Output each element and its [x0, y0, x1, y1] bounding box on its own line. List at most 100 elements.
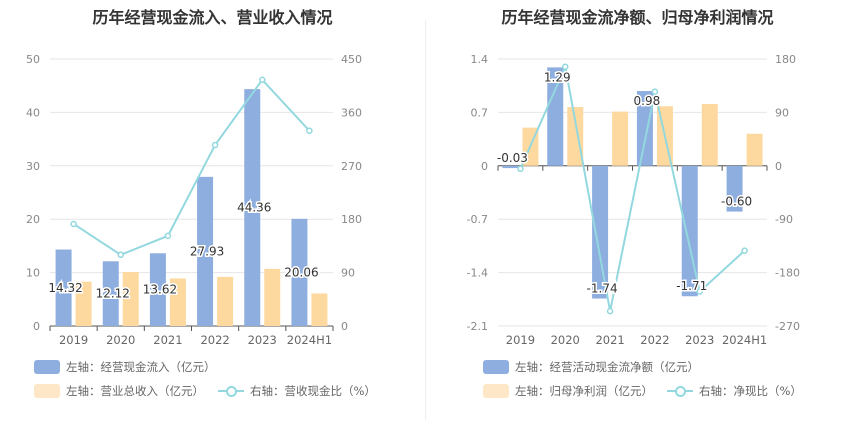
ratio-line-point — [651, 88, 659, 95]
right-axis-tick-label: 180 — [341, 213, 362, 226]
left-axis-tick-label: 30 — [26, 160, 40, 173]
right-axis-tick-label: 270 — [341, 160, 362, 173]
bar-secondary — [264, 268, 281, 326]
right-axis-tick-label: 90 — [775, 106, 789, 119]
chart-panel-right: 历年经营现金流净额、归母净利润情况 -2.1 -1.4 -0.7 0 0.7 1.4 -27… — [425, 0, 850, 437]
legend-swatch-bar-blue — [34, 360, 60, 374]
right-axis-tick-label: 450 — [341, 53, 362, 66]
bar-secondary — [746, 133, 763, 166]
bar-data-label: 44.36 — [237, 201, 271, 215]
bar-data-label: 27.93 — [190, 244, 224, 258]
legend-label: 左轴：归母净利润（亿元） — [515, 384, 653, 398]
ratio-line-point — [741, 247, 748, 254]
legend-label: 左轴：营业总收入（亿元） — [66, 384, 204, 398]
legend-row-2-left: 左轴：营业总收入（亿元） 右轴：营收现金比（%） — [34, 383, 390, 399]
x-axis-category-label: 2020 — [551, 333, 580, 347]
right-axis-tick-label: 0 — [775, 160, 782, 173]
left-axis-tick-label: -1.4 — [467, 267, 488, 280]
legend-item-cash-ratio[interactable]: 右轴：营收现金比（%） — [218, 383, 376, 399]
legend-item-net-profit[interactable]: 左轴：归母净利润（亿元） — [483, 383, 653, 399]
legend-row-1-right: 左轴：经营活动现金流净额（亿元） — [483, 359, 713, 375]
left-axis-tick-label: -2.1 — [467, 320, 488, 333]
right-axis-tick-label: 90 — [341, 267, 355, 280]
right-axis-tick-label: 360 — [341, 106, 362, 119]
ratio-line-point — [117, 251, 124, 259]
bar-primary — [55, 249, 72, 326]
legend-label: 左轴：经营活动现金流净额（亿元） — [515, 360, 699, 374]
legend-swatch-line-icon — [667, 384, 693, 398]
left-axis-tick-label: 0 — [481, 160, 488, 173]
bar-primary — [681, 165, 698, 297]
bar-secondary — [75, 281, 92, 326]
legend-label: 右轴：营收现金比（%） — [250, 384, 376, 398]
ratio-line-point — [606, 307, 614, 315]
left-axis-tick-label: 0.7 — [471, 106, 489, 119]
bar-secondary — [311, 293, 328, 326]
ratio-line-point — [211, 141, 219, 149]
right-axis-tick-label: -90 — [775, 213, 793, 226]
x-axis-category-label: 2020 — [106, 333, 135, 347]
ratio-line-point — [259, 76, 266, 84]
bar-primary — [149, 253, 166, 326]
x-axis-category-label: 2022 — [640, 333, 669, 347]
panel-divider — [425, 20, 426, 420]
x-axis-category-label: 2021 — [595, 333, 624, 347]
right-axis-tick-label: 180 — [775, 53, 796, 66]
right-axis-tick-label: -270 — [775, 320, 800, 333]
bar-data-label: -1.71 — [676, 279, 707, 293]
legend-row-1-left: 左轴：经营现金流入（亿元） — [34, 359, 230, 375]
x-axis-category-label: 2021 — [153, 333, 182, 347]
bar-data-label: 20.06 — [284, 265, 318, 279]
bar-data-label: 1.29 — [544, 70, 571, 84]
chart-title-left: 历年经营现金流入、营业收入情况 — [92, 8, 333, 27]
left-axis-tick-label: 10 — [26, 267, 40, 280]
bar-data-label: -0.03 — [497, 151, 528, 165]
ratio-line-point — [164, 232, 172, 240]
legend-swatch-bar-orange — [34, 384, 60, 398]
ratio-line — [73, 78, 311, 256]
left-axis-tick-label: 40 — [26, 106, 40, 119]
legend-label: 左轴：经营现金流入（亿元） — [66, 360, 216, 374]
bar-data-label: -1.74 — [587, 282, 618, 296]
bar-primary — [502, 165, 519, 169]
bar-primary — [291, 218, 308, 326]
legend-item-net-cash-ratio[interactable]: 右轴：净现比（%） — [667, 383, 802, 399]
ratio-line-point — [696, 288, 703, 295]
ratio-line-point — [562, 63, 569, 70]
legend-item-revenue[interactable]: 左轴：营业总收入（亿元） — [34, 383, 204, 399]
right-axis-tick-label: 0 — [341, 320, 348, 333]
bar-data-label: 12.12 — [96, 287, 130, 301]
bar-secondary — [567, 107, 584, 166]
legend-item-cash-inflow[interactable]: 左轴：经营现金流入（亿元） — [34, 359, 216, 375]
x-axis-category-label: 2019 — [59, 333, 88, 347]
x-axis-category-label: 2023 — [685, 333, 714, 347]
bar-data-label: -0.60 — [721, 195, 752, 209]
legend-item-net-cashflow[interactable]: 左轴：经营活动现金流净额（亿元） — [483, 359, 699, 375]
ratio-line-point — [70, 220, 77, 228]
net-cashflow-profit-chart: -2.1 -1.4 -0.7 0 0.7 1.4 -270 -180 -90 0 90 180 2019… — [467, 53, 800, 347]
ratio-line-point — [517, 165, 524, 173]
bar-primary — [726, 165, 743, 212]
bar-secondary — [612, 111, 629, 166]
x-axis-category-label: 2024H1 — [722, 333, 767, 347]
right-axis-tick-label: -180 — [775, 267, 800, 280]
left-axis-tick-label: -0.7 — [467, 213, 488, 226]
bar-primary — [592, 165, 609, 299]
cash-inflow-revenue-chart: 0 10 20 30 40 50 0 90 180 270 360 450 2019 2020 2021 20… — [26, 53, 362, 347]
bar-data-label: 14.32 — [48, 281, 82, 295]
bar-primary — [636, 91, 653, 166]
left-axis-tick-label: 20 — [26, 213, 40, 226]
x-axis-category-label: 2023 — [248, 333, 277, 347]
bar-primary — [547, 67, 564, 166]
bar-data-label: 0.98 — [634, 94, 661, 108]
left-axis-tick-label: 50 — [26, 53, 40, 66]
bar-primary — [102, 261, 119, 326]
left-axis-tick-label: 0 — [33, 320, 40, 333]
x-axis-category-label: 2022 — [200, 333, 229, 347]
bar-secondary — [217, 276, 234, 326]
x-axis-category-label: 2019 — [506, 333, 535, 347]
legend-row-2-right: 左轴：归母净利润（亿元） 右轴：净现比（%） — [483, 383, 816, 399]
bar-secondary — [169, 278, 186, 326]
bar-primary — [244, 89, 261, 326]
left-axis-tick-label: 1.4 — [471, 53, 489, 66]
